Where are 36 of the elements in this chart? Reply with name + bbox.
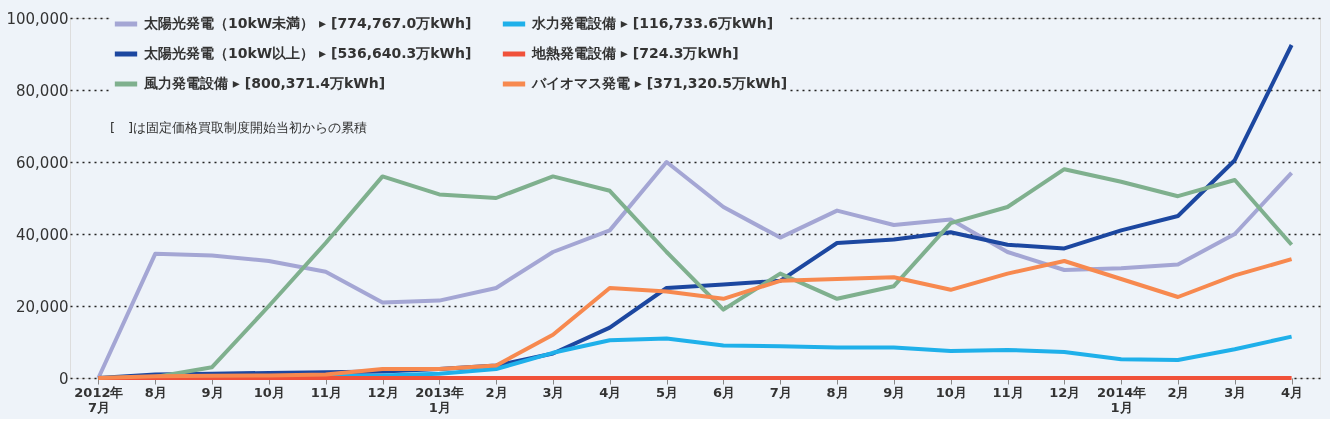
y-tick-label: 100,000 [6,9,69,28]
legend-label: 水力発電設備 ▸ [116,733.6万kWh] [531,15,774,31]
x-tick-label: 7月 [769,384,792,400]
x-tick-label: 11月 [310,384,342,400]
x-tick-label: 2月 [485,384,508,400]
y-tick-label: 20,000 [16,297,69,316]
x-tick-label: 9月 [883,384,906,400]
x-tick-label: 3月 [542,384,565,400]
y-tick-label: 60,000 [16,153,69,172]
x-tick-label: 8月 [826,384,849,400]
line-series [96,257,1294,380]
x-tick-label: 11月 [992,384,1024,400]
x-tick-label: 2014年 1月 [1097,384,1147,415]
x-tick-label: 4月 [1281,384,1304,400]
y-tick-label: 0 [58,369,69,388]
legend-label: 地熱発電設備 ▸ [724.3万kWh] [531,45,739,61]
legend-label: 太陽光発電（10kW以上） ▸ [536,640.3万kWh] [143,45,472,61]
y-tick-label: 80,000 [16,81,69,100]
legend-label: 太陽光発電（10kW未満） ▸ [774,767.0万kWh] [143,15,472,31]
legend-label: バイオマス発電 ▸ [371,320.5万kWh] [531,75,788,91]
x-tick-label: 6月 [712,384,735,400]
annotation: [ ]は固定価格買取制度開始当初からの累積 [110,120,368,135]
x-tick-label: 2013年 1月 [415,384,465,415]
legend-label: 風力発電設備 ▸ [800,371.4万kWh] [143,75,386,91]
x-tick-label: 10月 [935,384,967,400]
x-tick-label: 8月 [144,384,167,400]
x-tick-label: 2012年 7月 [74,384,124,415]
x-tick-label: 5月 [656,384,679,400]
x-tick-label: 12月 [367,384,399,400]
x-tick-label: 2月 [1167,384,1190,400]
x-tick-label: 10月 [253,384,285,400]
x-tick-label: 3月 [1224,384,1247,400]
x-tick-label: 4月 [599,384,622,400]
x-tick-label: 12月 [1049,384,1081,400]
x-tick-label: 9月 [201,384,224,400]
y-tick-label: 40,000 [16,225,69,244]
